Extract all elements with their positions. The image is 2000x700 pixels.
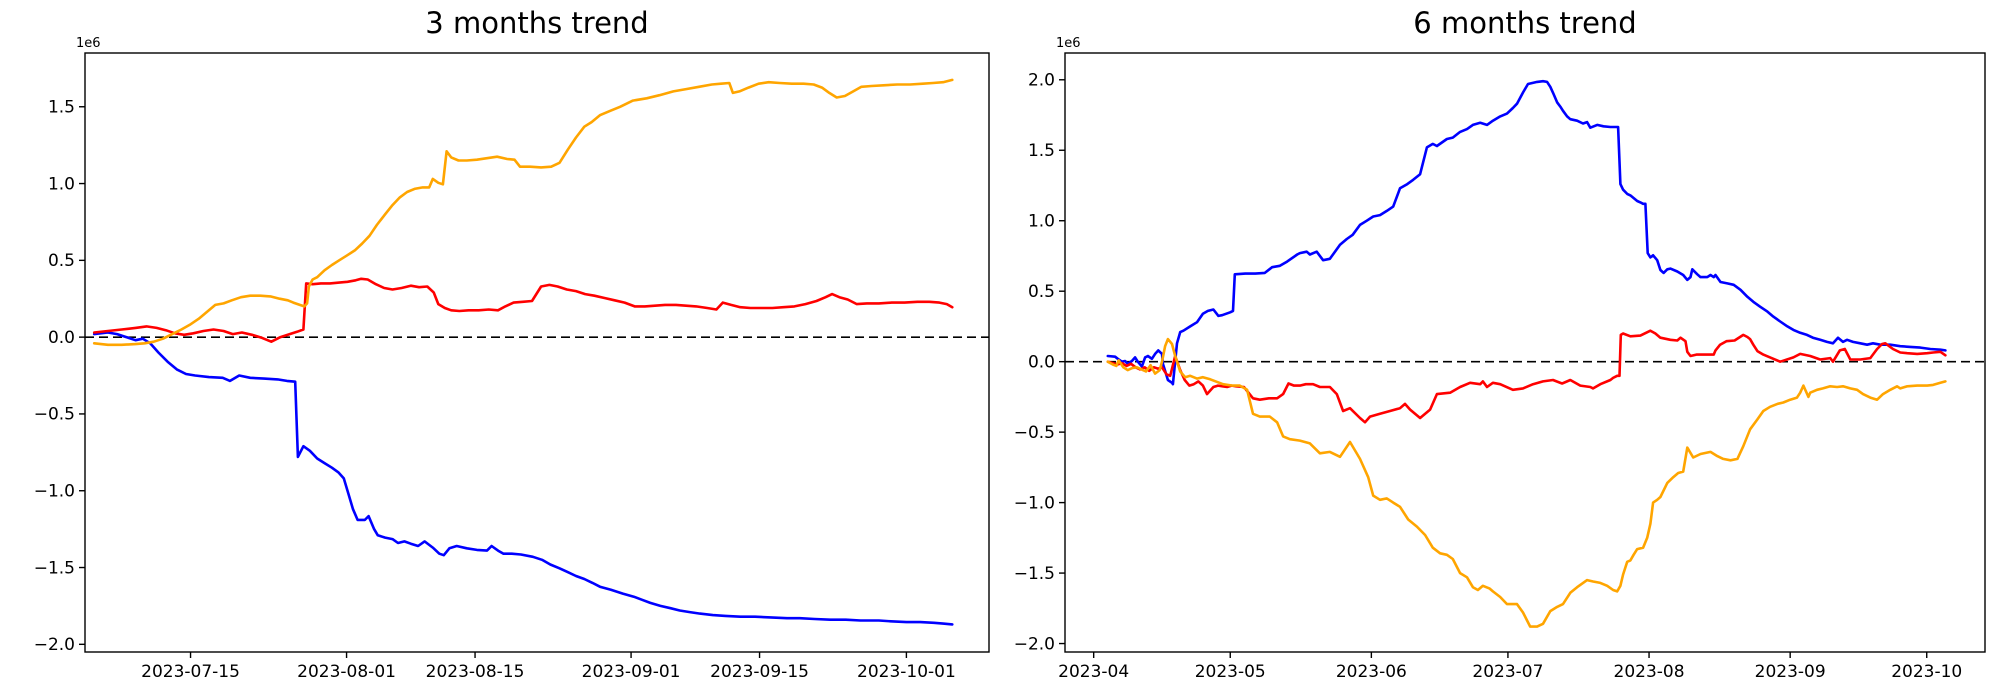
x-tick-label: 2023-10-01 — [857, 662, 956, 682]
series-line-orange — [1106, 337, 1947, 628]
x-tick-label: 2023-07 — [1472, 662, 1543, 682]
x-tick-label: 2023-05 — [1195, 662, 1266, 682]
y-tick-label: 1.0 — [1028, 212, 1055, 232]
chart-0: 2023-07-15 2023-08-01 2023-08-15 2023-09-01… — [34, 36, 990, 682]
y-tick-label: −2.0 — [1014, 634, 1055, 654]
y-tick-label: −0.5 — [34, 405, 75, 425]
x-tick-label: 2023-09 — [1755, 662, 1826, 682]
y-tick-label: −1.5 — [1014, 564, 1055, 584]
y-tick-label: −1.0 — [1014, 493, 1055, 513]
y-axis-offset-label: 1e6 — [76, 36, 101, 51]
x-tick-label: 2023-08-15 — [426, 662, 525, 682]
chart-title-6-months: 6 months trend — [1413, 6, 1637, 40]
y-tick-label: −1.5 — [34, 558, 75, 578]
x-tick-label: 2023-04 — [1058, 662, 1129, 682]
x-tick-label: 2023-10 — [1891, 662, 1962, 682]
y-tick-label: 1.0 — [48, 174, 75, 194]
y-tick-label: 0.5 — [1028, 282, 1055, 302]
axes-spines — [84, 52, 990, 653]
y-tick-label: 0.5 — [48, 251, 75, 271]
series-line-blue — [1106, 79, 1947, 386]
y-tick-label: −2.0 — [34, 635, 75, 655]
y-tick-label: 1.5 — [48, 98, 75, 118]
chart-1: 2023-04 2023-05 2023-06 2023-07 2023-08 2023-… — [1014, 36, 1986, 682]
x-tick-label: 2023-08 — [1614, 662, 1685, 682]
y-tick-label: −0.5 — [1014, 423, 1055, 443]
y-tick-label: −1.0 — [34, 482, 75, 502]
y-tick-label: 2.0 — [1028, 71, 1055, 91]
y-tick-label: 0.0 — [1028, 352, 1055, 372]
series-line-orange — [92, 78, 954, 347]
x-tick-label: 2023-06 — [1336, 662, 1407, 682]
axes-spines — [1064, 52, 1986, 653]
series-line-red — [92, 277, 954, 344]
x-tick-label: 2023-09-01 — [582, 662, 681, 682]
x-tick-label: 2023-07-15 — [141, 662, 240, 682]
x-tick-label: 2023-09-15 — [710, 662, 809, 682]
y-tick-label: 1.5 — [1028, 141, 1055, 161]
x-tick-label: 2023-08-01 — [297, 662, 396, 682]
y-axis-offset-label: 1e6 — [1056, 36, 1081, 51]
chart-title-3-months: 3 months trend — [425, 6, 649, 40]
series-line-blue — [92, 331, 954, 626]
y-tick-label: 0.0 — [48, 328, 75, 348]
series-line-red — [1106, 329, 1947, 424]
